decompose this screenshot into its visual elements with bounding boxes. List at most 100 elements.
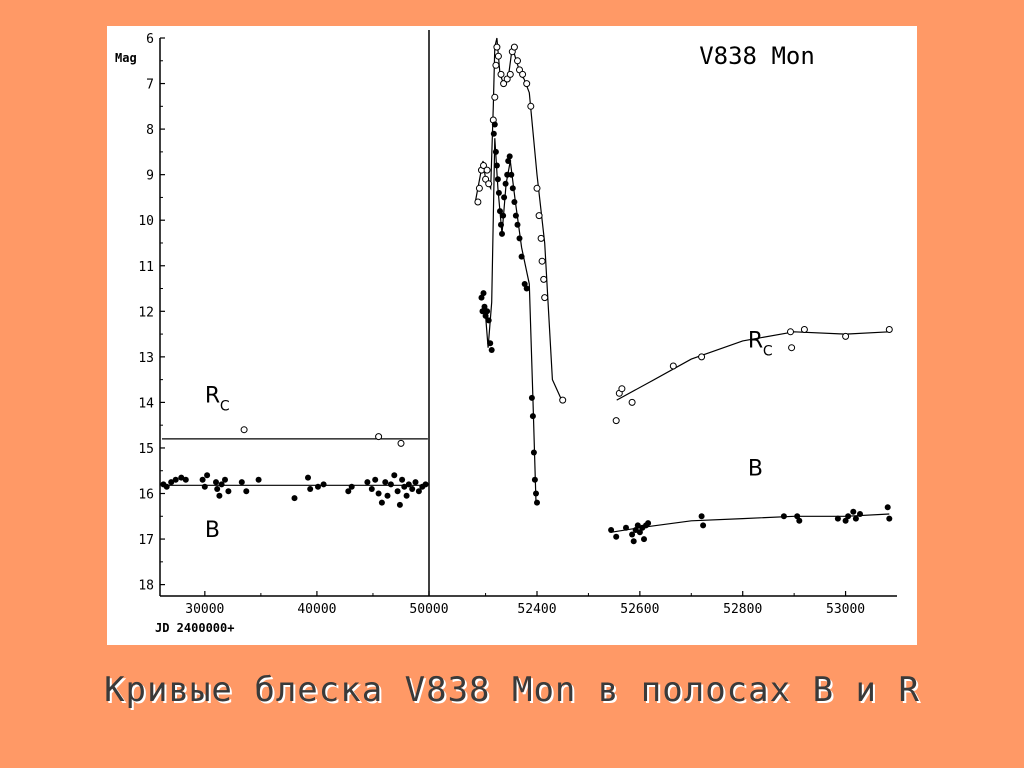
x-tick-label: 30000: [185, 602, 224, 617]
right-b-data-point: [884, 504, 891, 511]
right-rc-data-point: [523, 80, 531, 88]
right-b-data-point: [528, 394, 535, 401]
chart-panel: 6 7 8 9 10 11 12 13 14 15 16 17 18 Mag 30000 40000 50000…: [107, 26, 917, 645]
right-rc-data-point: [788, 344, 796, 352]
right-rc-data-point: [500, 80, 508, 88]
right-b-data-point: [521, 281, 528, 287]
right-b-data-point: [613, 533, 620, 540]
right-rc-data-point: [480, 162, 487, 169]
right-b-data-point: [796, 517, 803, 524]
left-b-data-point: [238, 479, 245, 486]
x-tick-label: 53000: [826, 602, 865, 617]
right-b-data-point: [857, 511, 863, 517]
right-rc-data-point: [494, 52, 502, 60]
right-rc-data-point: [493, 43, 501, 51]
right-b-data-point: [529, 413, 536, 420]
right-b-data-point: [501, 194, 508, 201]
right-b-data-point: [512, 212, 519, 219]
right-b-data-point: [478, 294, 485, 301]
chart-title: V838 Mon: [699, 42, 815, 70]
right-b-data-point: [490, 130, 497, 137]
left-b-data-point: [405, 481, 412, 488]
left-b-data-point: [222, 476, 228, 483]
left-b-data-point: [399, 476, 406, 483]
right-b-data-point: [780, 513, 787, 520]
y-tick-label: 12: [138, 305, 154, 320]
right-b-data-point: [502, 180, 509, 187]
left-rc-data-point: [397, 439, 405, 447]
right-rc-data-point: [540, 275, 548, 283]
left-b-data-point: [403, 492, 410, 499]
right-b-data-point: [500, 212, 507, 219]
right-b-data-point: [479, 308, 486, 315]
right-rc-data-point: [612, 417, 620, 425]
left-b-data-point: [243, 488, 250, 495]
right-b-data-point: [630, 538, 637, 545]
right-b-data-point: [608, 527, 615, 533]
right-b-data-point: [534, 499, 540, 506]
left-b-data-point: [320, 481, 327, 488]
left-b-data-point: [348, 483, 355, 490]
left-b-data-point: [168, 479, 175, 486]
right-b-data-point: [498, 221, 504, 228]
right-rc-data-point: [474, 198, 482, 206]
light-curve-chart: 6 7 8 9 10 11 12 13 14 15 16 17 18 Mag 30000 40000 50000…: [115, 30, 897, 635]
slide-caption: Кривые блеска V838 Mon в полосах B и R: [104, 670, 920, 710]
left-b-data-point: [412, 479, 419, 486]
left-b-data-point: [225, 488, 232, 495]
left-b-data-point: [214, 486, 221, 492]
right-b-data-point: [523, 285, 530, 292]
right-b-data-point: [509, 185, 516, 192]
right-b-data-point: [487, 340, 494, 347]
right-b-data-point: [514, 221, 521, 228]
right-rc-data-point: [492, 61, 500, 69]
left-b-data-point: [345, 488, 352, 495]
left-b-data-point: [255, 476, 262, 483]
right-b-outburst-curve: [485, 138, 537, 503]
right-rc-data-point: [669, 362, 677, 370]
right-b-data-point: [629, 531, 636, 538]
left-b-data-point: [422, 481, 429, 488]
left-b-data-point: [199, 476, 206, 483]
right-rc-data-point: [787, 328, 794, 336]
right-b-data-point: [845, 513, 852, 520]
y-tick-label: 11: [138, 260, 154, 275]
left-b-data-point: [384, 492, 391, 499]
right-rc-data-point: [541, 294, 549, 302]
right-rc-data-point: [483, 166, 491, 174]
right-rc-data-point: [535, 212, 543, 220]
right-b-data-point: [491, 121, 498, 128]
left-b-data-point: [204, 472, 211, 479]
right-rc-data-point: [497, 70, 505, 78]
left-b-data-point: [216, 492, 223, 499]
right-b-data-point: [623, 524, 629, 531]
left-b-data-point: [182, 476, 189, 483]
right-b-data-point: [794, 513, 801, 520]
right-b-data-point: [634, 522, 641, 529]
left-b-data-point: [218, 481, 225, 488]
right-rc-data-point: [885, 326, 893, 333]
right-b-data-point: [482, 312, 489, 319]
right-rc-data-point: [800, 326, 808, 333]
right-rc-band-label: R: [748, 329, 763, 354]
right-rc-data-point: [537, 234, 545, 242]
right-b-data-point: [518, 253, 525, 260]
y-tick-label: 13: [138, 351, 154, 366]
right-b-data-point: [494, 176, 501, 183]
x-tick-label: 52800: [723, 602, 762, 617]
right-b-data-point: [511, 199, 518, 205]
right-b-data-point: [506, 153, 513, 160]
right-b-data-point: [636, 529, 643, 536]
right-rc-data-point: [491, 93, 499, 101]
y-tick-label: 9: [146, 169, 154, 184]
y-tick-label: 17: [138, 533, 154, 548]
right-rc-data-point: [506, 70, 514, 78]
left-b-data-point: [315, 483, 321, 490]
y-axis-label: Mag: [115, 51, 137, 65]
right-rc-data-point: [475, 184, 483, 192]
y-tick-label: 7: [146, 78, 154, 93]
right-b-data-point: [495, 189, 502, 196]
right-b-data-point: [700, 522, 707, 529]
right-b-data-point: [645, 520, 652, 527]
right-rc-data-point: [559, 396, 567, 404]
